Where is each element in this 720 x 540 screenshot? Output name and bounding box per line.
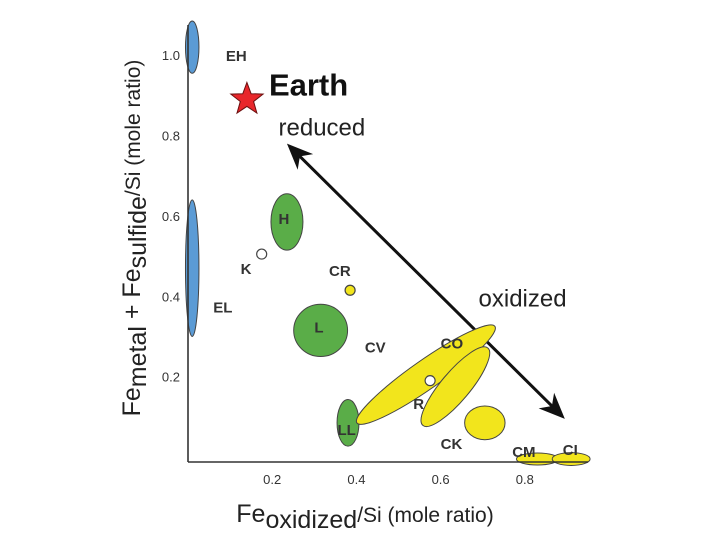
tick-labels: 0.2 0.4 0.6 0.8 0.2 0.4 0.6 0.8 1.0 xyxy=(162,48,534,487)
trend-arrow-line xyxy=(295,152,556,411)
x-tick-label: 0.2 xyxy=(263,472,281,487)
point-k xyxy=(256,248,268,260)
group-label-cm: CM xyxy=(512,444,535,461)
earth-label: Earth xyxy=(269,67,348,102)
x-tick-label: 0.4 xyxy=(347,472,365,487)
earth-star-icon xyxy=(229,80,265,115)
point-r xyxy=(424,375,436,387)
y-tick-label: 0.6 xyxy=(162,209,180,224)
group-ck-region xyxy=(464,405,506,441)
group-h-region xyxy=(270,193,304,251)
group-cv-region xyxy=(355,324,496,425)
y-tick-label: 0.8 xyxy=(162,129,180,144)
annotation-reduced: reduced xyxy=(279,115,366,142)
y-axis-label: Femetal + Fesulfide/Si (mole ratio) xyxy=(118,60,152,417)
point-label-r: R xyxy=(413,396,424,413)
arrow-head-reduced xyxy=(286,143,314,170)
group-label-co: CO xyxy=(441,336,464,353)
group-label-cv: CV xyxy=(365,340,386,357)
group-co-region xyxy=(420,346,491,427)
arrow-head-oxidized xyxy=(538,392,565,419)
group-label-ll: LL xyxy=(337,422,355,439)
group-label-l: L xyxy=(314,319,323,336)
group-label-ci: CI xyxy=(563,442,578,459)
y-tick-label: 0.2 xyxy=(162,370,180,385)
group-label-eh: EH xyxy=(226,48,247,65)
x-tick-label: 0.8 xyxy=(516,472,534,487)
x-tick-label: 0.6 xyxy=(432,472,450,487)
group-label-ck: CK xyxy=(441,436,463,453)
y-tick-label: 0.4 xyxy=(162,289,180,304)
annotation-oxidized: oxidized xyxy=(479,285,567,312)
point-cr xyxy=(344,284,356,296)
axes xyxy=(187,25,588,463)
y-tick-label: 1.0 xyxy=(162,48,180,63)
group-label-el: EL xyxy=(213,299,232,316)
group-el-region xyxy=(184,199,200,337)
group-label-h: H xyxy=(279,211,290,228)
point-label-k: K xyxy=(241,261,252,278)
group-eh-region xyxy=(184,20,200,74)
point-label-cr: CR xyxy=(329,263,351,280)
x-axis-label: Feoxidized/Si (mole ratio) xyxy=(236,500,493,534)
group-l-region xyxy=(293,303,349,358)
